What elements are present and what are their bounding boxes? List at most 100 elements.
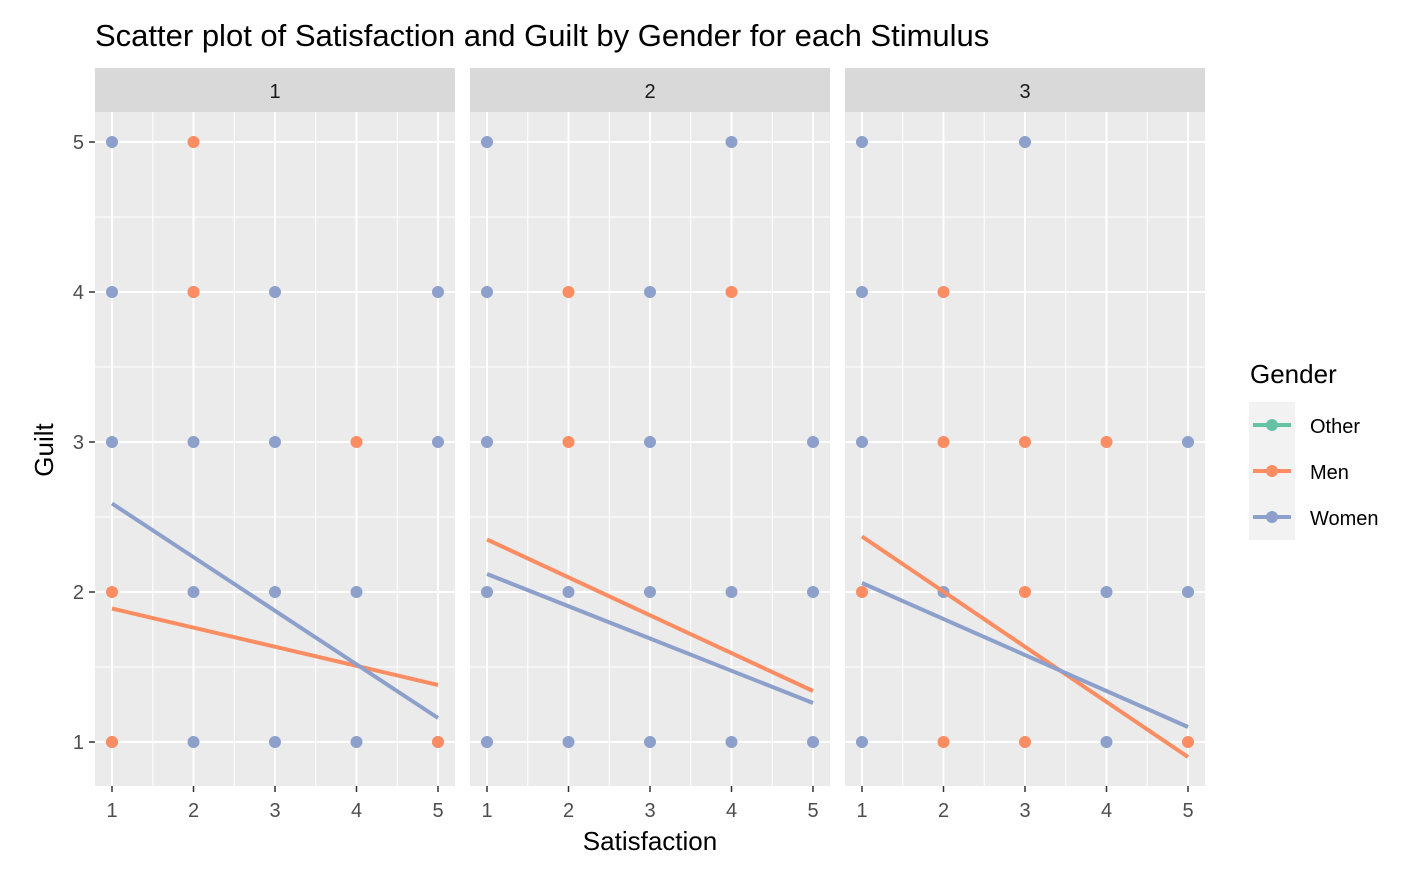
- data-point-men: [432, 736, 444, 748]
- data-point-women: [1100, 736, 1113, 748]
- data-point-men: [187, 286, 200, 298]
- data-point-women: [644, 286, 656, 298]
- y-tick-label: 1: [73, 732, 84, 754]
- legend-items: Other Men Women: [1253, 416, 1379, 530]
- fit-line-men: [860, 534, 1190, 759]
- fit-line-men: [111, 606, 439, 687]
- x-tick-label: 1: [481, 800, 492, 822]
- data-point-men: [350, 436, 363, 448]
- legend-item-other: Other: [1253, 416, 1360, 438]
- facet-panel-1: 1 1 2 3 4 5 1 2 3 4 5: [73, 68, 455, 822]
- data-point-women: [187, 436, 200, 448]
- y-tick-label: 2: [73, 582, 84, 604]
- data-point-women: [106, 286, 118, 298]
- legend-key-point: [1266, 511, 1278, 523]
- data-point-women: [644, 736, 656, 748]
- y-tick-label: 3: [73, 432, 84, 454]
- facet-panel-2: 2 1 2 3 4 5: [470, 68, 830, 822]
- data-point-women: [856, 286, 868, 298]
- data-point-women: [269, 586, 281, 598]
- x-tick-label: 2: [563, 800, 574, 822]
- legend-title: Gender: [1250, 359, 1337, 389]
- x-axis-label: Satisfaction: [583, 826, 717, 856]
- data-point-women: [644, 436, 656, 448]
- data-point-women: [1100, 586, 1113, 598]
- x-tick-label: 3: [1019, 800, 1030, 822]
- x-tick-label: 1: [856, 800, 867, 822]
- data-point-men: [1019, 436, 1031, 448]
- facet-strip-label: 3: [1019, 81, 1030, 103]
- data-point-women: [856, 736, 868, 748]
- data-point-men: [106, 736, 118, 748]
- data-point-women: [1182, 586, 1194, 598]
- data-point-women: [562, 586, 575, 598]
- data-point-women: [432, 286, 444, 298]
- legend-label: Men: [1310, 462, 1349, 484]
- fit-line-women: [486, 572, 814, 705]
- x-tick-label: 5: [432, 800, 443, 822]
- data-point-women: [481, 736, 493, 748]
- x-tick-label: 1: [106, 800, 117, 822]
- x-tick-label: 4: [1101, 800, 1112, 822]
- data-point-women: [269, 286, 281, 298]
- data-point-women: [481, 586, 493, 598]
- data-point-women: [1182, 436, 1194, 448]
- fit-line-men: [486, 537, 814, 693]
- data-point-women: [807, 586, 819, 598]
- x-tick-label: 4: [351, 800, 362, 822]
- data-point-women: [644, 586, 656, 598]
- data-point-women: [1019, 136, 1031, 148]
- data-point-women: [269, 436, 281, 448]
- y-axis-label: Guilt: [29, 422, 59, 476]
- legend-item-women: Women: [1253, 508, 1379, 530]
- data-point-women: [481, 436, 493, 448]
- facet-strip-label: 1: [269, 81, 280, 103]
- x-tick-label: 3: [269, 800, 280, 822]
- data-point-women: [856, 436, 868, 448]
- data-point-women: [725, 736, 738, 748]
- x-tick-label: 3: [644, 800, 655, 822]
- data-point-women: [187, 586, 200, 598]
- data-point-women: [269, 736, 281, 748]
- x-tick-label: 5: [1182, 800, 1193, 822]
- x-tick-label: 4: [726, 800, 737, 822]
- y-tick-label: 4: [73, 282, 84, 304]
- panels-layer: 1 1 2 3 4 5 1 2 3 4 5 2 1 2 3 4 5 3 1 2 3 4 5: [73, 68, 1205, 822]
- legend: Gender Other Men Women: [1249, 359, 1379, 540]
- legend-label: Women: [1310, 508, 1379, 530]
- x-tick-label: 2: [188, 800, 199, 822]
- data-point-women: [481, 136, 493, 148]
- data-point-men: [725, 286, 738, 298]
- legend-item-men: Men: [1253, 462, 1349, 484]
- legend-label: Other: [1310, 416, 1360, 438]
- data-point-men: [562, 286, 575, 298]
- data-point-women: [350, 736, 363, 748]
- data-point-men: [856, 586, 868, 598]
- y-tick-label: 5: [73, 132, 84, 154]
- data-point-men: [937, 736, 950, 748]
- chart-title: Scatter plot of Satisfaction and Guilt b…: [95, 18, 989, 53]
- data-point-men: [106, 586, 118, 598]
- legend-key-point: [1266, 419, 1278, 431]
- data-point-women: [350, 586, 363, 598]
- fit-line-women: [110, 501, 440, 720]
- data-point-women: [106, 136, 118, 148]
- data-point-men: [562, 436, 575, 448]
- data-point-women: [856, 136, 868, 148]
- data-point-women: [106, 436, 118, 448]
- data-point-men: [1100, 436, 1113, 448]
- data-point-women: [807, 736, 819, 748]
- data-point-men: [937, 286, 950, 298]
- facet-strip-label: 2: [644, 81, 655, 103]
- facet-strip: [845, 68, 1205, 112]
- data-point-men: [1182, 736, 1194, 748]
- data-point-men: [1019, 586, 1031, 598]
- data-point-women: [807, 436, 819, 448]
- data-point-men: [1019, 736, 1031, 748]
- data-point-men: [187, 136, 200, 148]
- data-point-women: [725, 136, 738, 148]
- fit-line-women: [861, 581, 1189, 729]
- legend-key-point: [1266, 465, 1278, 477]
- facet-strip: [95, 68, 455, 112]
